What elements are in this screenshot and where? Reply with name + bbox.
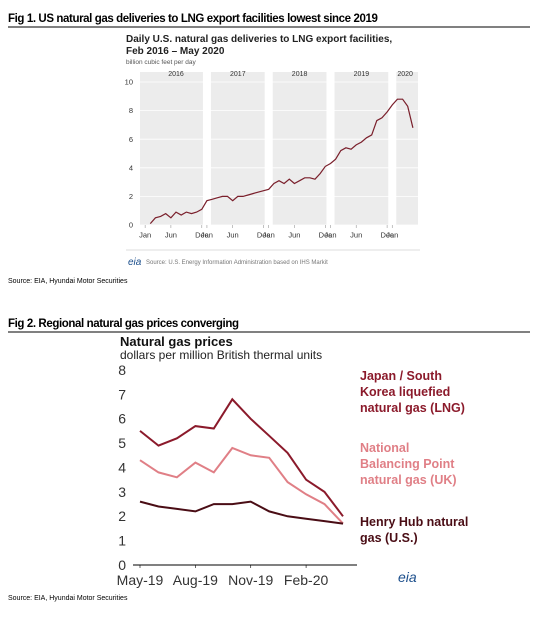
year-label: 2020 [397, 71, 413, 78]
axis-unit: billion cubic feet per day [126, 59, 196, 66]
x-tick-label: Dec [380, 231, 394, 240]
x-tick-label: Dec [257, 231, 271, 240]
source: Source: EIA, Hyundai Motor Securities [8, 278, 128, 285]
x-tick-label: Jan [201, 231, 213, 240]
legend-label: National Balancing Point natural gas (UK… [360, 441, 457, 487]
year-band [202, 72, 211, 225]
logo: eia [128, 257, 142, 268]
series-line [149, 98, 414, 224]
y-tick-label: 6 [129, 135, 133, 144]
y-tick-label: 0 [129, 221, 133, 230]
x-tick-label: Dec [319, 231, 333, 240]
caption: Fig 1. US natural gas deliveries to LNG … [8, 13, 377, 25]
x-tick-label: May-19 [117, 572, 164, 588]
y-tick-label: 10 [125, 78, 133, 87]
year-band [326, 72, 335, 225]
series-line [139, 446, 344, 525]
year-label: 2016 [168, 71, 184, 78]
chart-source: Source: U.S. Energy Information Administ… [146, 260, 328, 266]
caption: Fig 2. Regional natural gas prices conve… [8, 318, 239, 330]
y-tick-label: 2 [129, 192, 133, 201]
x-tick-label: Jun [288, 231, 300, 240]
year-label: 2018 [292, 71, 308, 78]
y-tick-label: 4 [129, 163, 133, 172]
y-tick-label: 4 [118, 459, 126, 475]
y-tick-label: 8 [118, 362, 126, 378]
x-tick-label: Jan [263, 231, 275, 240]
source: Source: EIA, Hyundai Motor Securities [8, 595, 128, 602]
x-tick-label: Nov-19 [228, 572, 273, 588]
x-tick-label: Jan [139, 231, 151, 240]
y-tick-label: 7 [118, 386, 126, 402]
x-tick-label: Feb-20 [284, 572, 329, 588]
y-tick-label: 8 [129, 106, 133, 115]
x-tick-label: Aug-19 [173, 572, 218, 588]
year-label: 2017 [230, 71, 246, 78]
y-tick-label: 6 [118, 411, 126, 427]
y-tick-label: 0 [118, 557, 126, 573]
series-line [139, 397, 344, 517]
legend-label: Henry Hub natural gas (U.S.) [360, 515, 469, 545]
chart-title: Natural gas prices [120, 334, 233, 349]
year-band [264, 72, 273, 225]
legend-label: Japan / South Korea liquefied natural ga… [360, 369, 465, 415]
chart-title: Daily U.S. natural gas deliveries to LNG… [126, 34, 392, 45]
series-line [139, 500, 344, 525]
x-tick-label: Jun [350, 231, 362, 240]
x-tick-label: Jan [324, 231, 336, 240]
logo: eia [398, 569, 417, 585]
x-tick-label: Dec [195, 231, 209, 240]
y-tick-label: 3 [118, 484, 126, 500]
plot-background [140, 72, 418, 225]
chart-subtitle: dollars per million British thermal unit… [120, 348, 322, 362]
x-tick-label: Jan [386, 231, 398, 240]
year-label: 2019 [354, 71, 370, 78]
x-tick-label: Jun [165, 231, 177, 240]
y-tick-label: 5 [118, 435, 126, 451]
x-tick-label: Jun [227, 231, 239, 240]
y-tick-label: 2 [118, 508, 126, 524]
y-tick-label: 1 [118, 533, 126, 549]
year-band [388, 72, 397, 225]
chart-subtitle: Feb 2016 – May 2020 [126, 46, 225, 57]
